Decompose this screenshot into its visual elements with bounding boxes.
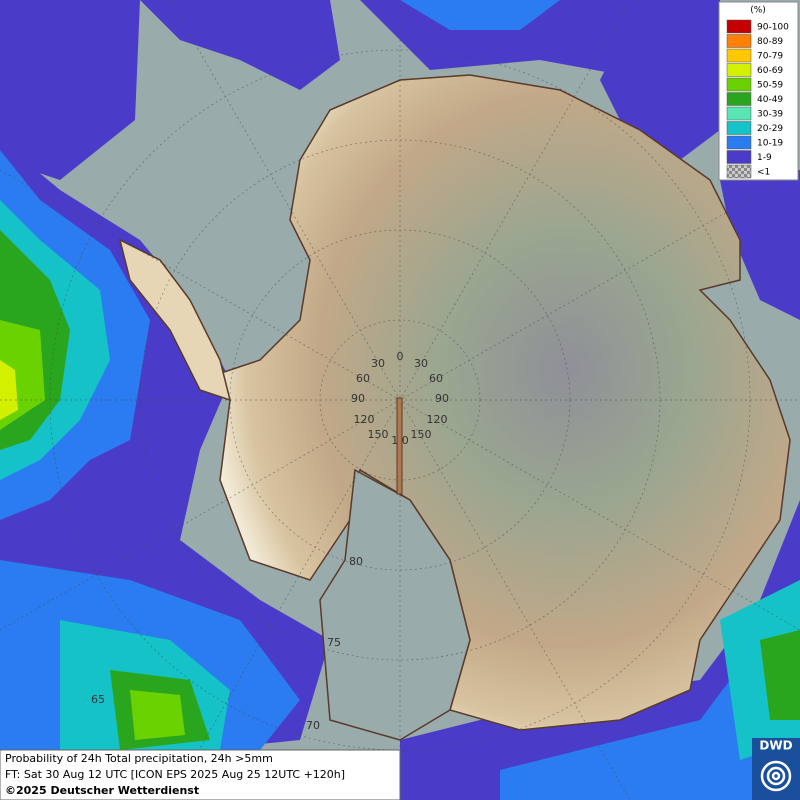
legend-label: <1	[757, 168, 770, 178]
longitude-label: 120	[354, 413, 375, 426]
latitude-label: 70	[306, 719, 320, 732]
legend-swatch	[726, 34, 752, 48]
longitude-label: 90	[351, 392, 365, 405]
latitude-label: 80	[349, 555, 363, 568]
ice-shelf	[319, 468, 471, 741]
legend-label: 70-79	[757, 52, 783, 62]
legend-label: 40-49	[757, 95, 783, 105]
latitude-label: 75	[327, 636, 341, 649]
legend-label: 80-89	[757, 37, 783, 47]
legend-swatch	[726, 135, 752, 150]
legend-swatch	[726, 106, 752, 121]
legend-swatch	[726, 150, 752, 164]
longitude-label: 0	[397, 350, 404, 363]
legend-swatch	[726, 164, 752, 179]
latitude-label: 65	[91, 693, 105, 706]
longitude-label: 30	[414, 357, 428, 370]
pole-marker	[396, 397, 403, 495]
longitude-label: 60	[356, 372, 370, 385]
legend-swatch	[726, 121, 752, 135]
longitude-label: 150	[368, 428, 389, 441]
legend-label: 30-39	[757, 110, 783, 120]
legend-swatch	[726, 48, 752, 63]
legend-swatch	[726, 92, 752, 106]
longitude-label: 120	[427, 413, 448, 426]
legend-title: (%)	[750, 6, 766, 16]
caption-box	[0, 749, 401, 800]
caption-line: FT: Sat 30 Aug 12 UTC [ICON EPS 2025 Aug…	[5, 768, 345, 781]
longitude-label: 1 0	[391, 434, 409, 447]
legend-swatch	[726, 19, 752, 34]
logo-swirl	[760, 760, 792, 792]
longitude-label: 60	[429, 372, 443, 385]
legend-swatch	[726, 77, 752, 92]
longitude-label: 150	[411, 428, 432, 441]
longitude-label: 30	[371, 357, 385, 370]
legend-label: 60-69	[757, 66, 783, 76]
longitude-label: 90	[435, 392, 449, 405]
legend-label: 90-100	[757, 23, 789, 33]
legend-label: 1-9	[757, 153, 772, 163]
legend-swatch	[726, 63, 752, 77]
legend-label: 20-29	[757, 124, 783, 134]
copyright: ©2025 Deutscher Wetterdienst	[5, 784, 199, 797]
legend-label: 50-59	[757, 81, 783, 91]
logo-text: DWD	[759, 739, 792, 753]
legend-items: 90-100 80-89 70-79 60-69 50-59 40-49 30-39 20-2…	[726, 19, 789, 179]
legend-label: 10-19	[757, 139, 783, 149]
caption-line: Probability of 24h Total precipitation, …	[5, 752, 273, 765]
